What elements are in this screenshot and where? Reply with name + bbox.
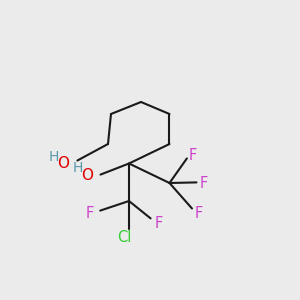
Text: F: F <box>189 148 197 164</box>
Text: Cl: Cl <box>117 230 132 244</box>
Text: F: F <box>85 206 94 221</box>
Text: O: O <box>81 168 93 183</box>
Text: H: H <box>73 161 83 175</box>
Text: H: H <box>49 150 59 164</box>
Text: F: F <box>194 206 203 221</box>
Text: O: O <box>58 156 70 171</box>
Text: F: F <box>155 216 163 231</box>
Text: F: F <box>200 176 208 190</box>
